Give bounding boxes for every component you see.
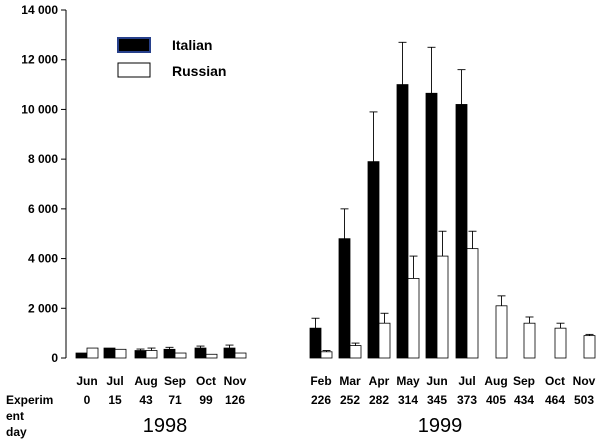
legend-label-italian: Italian bbox=[172, 37, 212, 53]
bar-russian bbox=[554, 327, 567, 359]
y-tick-label: 2 000 bbox=[28, 301, 58, 315]
bar-italian bbox=[163, 348, 176, 359]
x-tick-label: Oct bbox=[545, 374, 565, 388]
experiment-day-value: 464 bbox=[545, 393, 565, 407]
experiment-day-value: 314 bbox=[398, 393, 418, 407]
x-tick-label: Apr bbox=[369, 374, 390, 388]
y-tick-label: 0 bbox=[51, 351, 58, 365]
bar-russian bbox=[407, 278, 420, 359]
experiment-day-value: 373 bbox=[457, 393, 477, 407]
y-axis: 0 2 000 4 000 6 000 8 000 10 000 12 000 14 000 bbox=[21, 3, 67, 365]
experiment-day-value: 71 bbox=[168, 393, 182, 407]
year-label: 1998 bbox=[143, 415, 188, 437]
bar-russian bbox=[145, 350, 158, 359]
bar-italian bbox=[103, 347, 116, 359]
bar-italian bbox=[309, 327, 322, 359]
year-labels: 1998 1999 bbox=[143, 415, 463, 437]
y-tick-label: 14 000 bbox=[21, 3, 58, 17]
experiment-day-value: 0 bbox=[84, 393, 91, 407]
bar-russian bbox=[320, 351, 333, 359]
bar-russian bbox=[205, 353, 218, 359]
experiment-day-value: 503 bbox=[574, 393, 594, 407]
year-label: 1999 bbox=[418, 415, 463, 437]
bar-russian bbox=[234, 352, 247, 359]
y-tick-label: 4 000 bbox=[28, 252, 58, 266]
x-tick-label: May bbox=[396, 374, 420, 388]
bar-russian bbox=[349, 345, 362, 359]
legend-swatch-italian bbox=[117, 37, 151, 53]
x-tick-label: Feb bbox=[310, 374, 331, 388]
bar-italian bbox=[425, 92, 438, 359]
bar-russian bbox=[583, 335, 596, 359]
bar-italian bbox=[134, 350, 147, 359]
experiment-day-value: 252 bbox=[340, 393, 360, 407]
bar-russian bbox=[466, 248, 479, 359]
row-label-line: day bbox=[6, 425, 27, 439]
y-tick-label: 10 000 bbox=[21, 102, 58, 116]
experiment-day-value: 15 bbox=[108, 393, 122, 407]
legend-label-russian: Russian bbox=[172, 63, 226, 79]
bars bbox=[75, 41, 596, 359]
x-tick-label: Aug bbox=[134, 374, 157, 388]
legend-swatch-russian bbox=[117, 62, 151, 78]
experiment-day-value: 405 bbox=[486, 393, 506, 407]
row-label-line: ent bbox=[6, 409, 24, 423]
bar-russian bbox=[86, 347, 99, 359]
legend: Italian Russian bbox=[117, 37, 226, 79]
bar-italian bbox=[194, 347, 207, 359]
bar-russian bbox=[174, 352, 187, 359]
experiment-day-value: 282 bbox=[369, 393, 389, 407]
bar-italian bbox=[338, 238, 351, 359]
bar-italian bbox=[455, 104, 468, 359]
bar-russian bbox=[378, 322, 391, 359]
bar-italian bbox=[396, 84, 409, 359]
bar-italian bbox=[223, 347, 236, 359]
y-tick-label: 8 000 bbox=[28, 152, 58, 166]
experiment-day-value: 43 bbox=[139, 393, 153, 407]
experiment-day-label: Experim ent day bbox=[6, 393, 53, 439]
bar-russian bbox=[495, 305, 508, 359]
x-tick-label: Sep bbox=[164, 374, 186, 388]
x-tick-label: Jul bbox=[458, 374, 475, 388]
bar-italian bbox=[367, 161, 380, 359]
bar-russian bbox=[523, 322, 536, 359]
x-tick-label: Mar bbox=[339, 374, 361, 388]
experiment-day-value: 345 bbox=[427, 393, 447, 407]
experiment-day-value: 99 bbox=[199, 393, 213, 407]
x-tick-label: Jun bbox=[76, 374, 97, 388]
row-label-line: Experim bbox=[6, 393, 53, 407]
x-tick-label: Sep bbox=[513, 374, 535, 388]
bar-italian bbox=[75, 352, 88, 359]
experiment-day-value: 126 bbox=[225, 393, 245, 407]
x-tick-label: Nov bbox=[573, 374, 596, 388]
x-tick-label: Jun bbox=[426, 374, 447, 388]
experiment-day-value: 434 bbox=[514, 393, 534, 407]
y-tick-label: 6 000 bbox=[28, 202, 58, 216]
y-tick-label: 12 000 bbox=[21, 53, 58, 67]
bar-russian bbox=[436, 255, 449, 359]
x-tick-label: Oct bbox=[196, 374, 216, 388]
bar-russian bbox=[114, 348, 127, 359]
x-axis-labels: Jun 0 Jul 15 Aug 43 Sep 71 Oct 99 Nov 126 Feb 226 Mar 2… bbox=[76, 374, 595, 407]
x-tick-label: Nov bbox=[224, 374, 247, 388]
x-tick-label: Aug bbox=[484, 374, 507, 388]
x-tick-label: Jul bbox=[106, 374, 123, 388]
experiment-day-value: 226 bbox=[311, 393, 331, 407]
